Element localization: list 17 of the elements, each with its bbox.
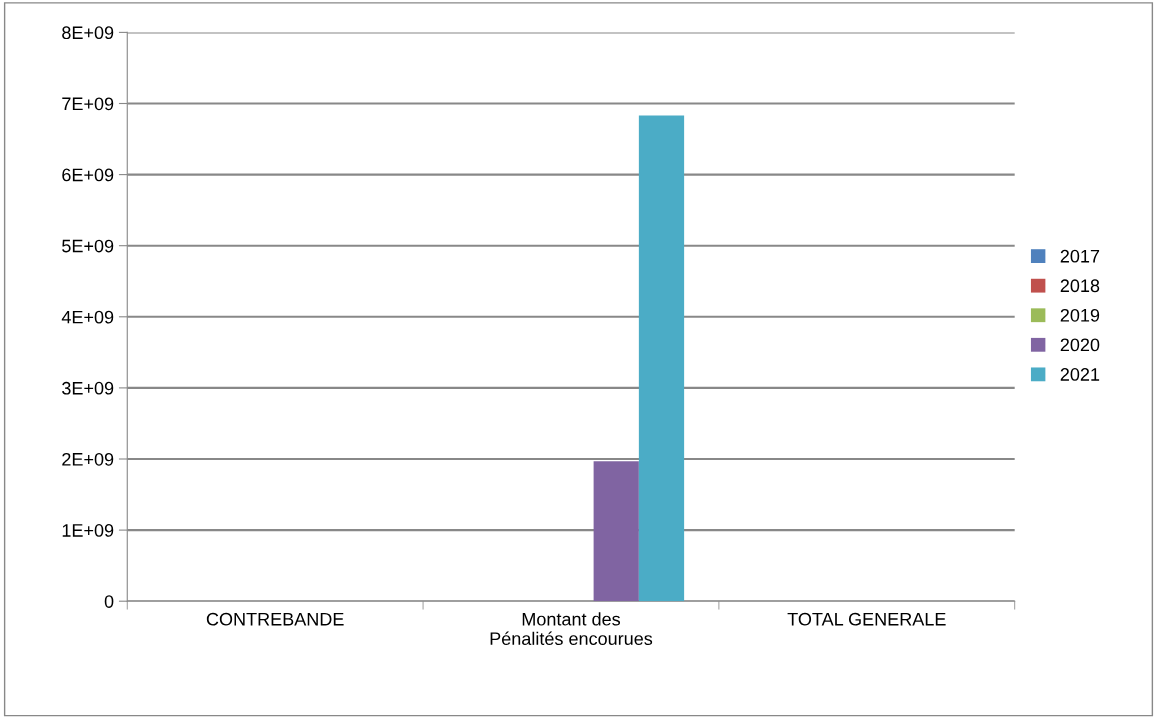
y-tick-label: 2E+09 <box>62 452 114 466</box>
legend-label: 2020 <box>1060 338 1100 352</box>
y-tick-label: 5E+09 <box>62 239 114 253</box>
legend-label: 2018 <box>1060 279 1100 293</box>
x-tick-label: CONTREBANDE <box>206 612 344 626</box>
y-tick-label: 6E+09 <box>62 168 114 182</box>
y-tick-label: 1E+09 <box>62 524 114 537</box>
x-tick-label: TOTAL GENERALE <box>787 612 946 626</box>
y-tick-label: 0 <box>104 595 114 608</box>
y-tick-label: 3E+09 <box>62 381 114 395</box>
y-tick-label: 4E+09 <box>61 310 114 324</box>
x-tick-label: Montant des Pénalités encourues <box>490 612 653 646</box>
y-tick-label: 8E+09 <box>62 26 114 40</box>
legend-label: 2021 <box>1060 368 1100 381</box>
legend-label: 2019 <box>1060 308 1100 322</box>
legend-label: 2017 <box>1060 249 1100 263</box>
y-tick-label: 7E+09 <box>62 97 114 111</box>
